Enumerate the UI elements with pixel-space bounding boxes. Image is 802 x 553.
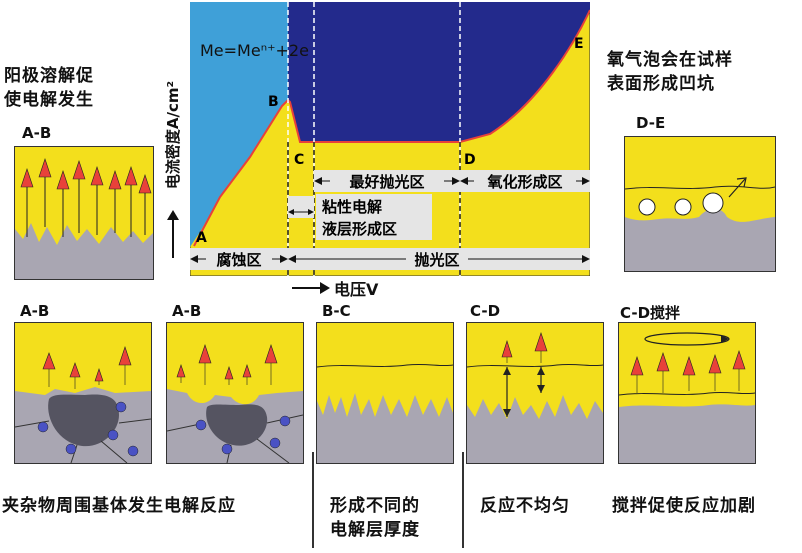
bottom-panel-2	[166, 322, 304, 464]
region-viscous-line1: 粘性电解	[322, 198, 382, 216]
caption-stirring: 搅拌促使反应加剧	[612, 496, 756, 516]
red-arrow-icons	[630, 350, 746, 393]
top-right-caption: 氧气泡会在试样 表面形成凹坑	[607, 48, 733, 96]
y-axis-label: 电流密度A/cm²	[164, 80, 182, 190]
panel-anodic-dissolution-drawing	[15, 158, 153, 279]
region-polish: 抛光区	[414, 251, 459, 269]
polish-right-arrow-icon	[582, 255, 590, 263]
oxide-right-arrow-icon	[582, 177, 590, 185]
region-oxide: 氧化形成区	[486, 173, 562, 191]
point-b-label: B	[268, 94, 279, 110]
y-axis-label-wrap: 电流密度A/cm²	[158, 20, 198, 270]
bottom-panel-1-label: A-B	[20, 302, 50, 320]
point-c-label: C	[294, 152, 304, 168]
top-left-caption: 阳极溶解促 使电解发生	[4, 64, 94, 112]
y-axis-arrow-icon	[167, 210, 179, 220]
caption-layer-thickness-line2: 电解层厚度	[330, 520, 420, 540]
corrosion-right-arrow-icon	[280, 255, 288, 263]
bottom-panel-4	[466, 322, 604, 464]
bottom-panel-4-label: C-D	[470, 302, 501, 320]
region-best-polish: 最好抛光区	[349, 173, 424, 191]
point-e-label: E	[574, 36, 584, 52]
top-right-panel-label: D-E	[636, 114, 666, 132]
bottom-panel-2-drawing	[167, 344, 303, 463]
bottom-panel-1-drawing	[15, 346, 151, 463]
polarization-chart: Me=Meⁿ⁺+2e A B C D E 最好抛光区 氧化形成区 粘性电解 液层…	[190, 2, 590, 276]
bottom-panel-1	[14, 322, 152, 464]
separator-1	[312, 452, 314, 548]
equation-label: Me=Meⁿ⁺+2e	[200, 41, 309, 60]
red-arrow-icons	[176, 344, 278, 385]
caption-uneven-reaction: 反应不均匀	[480, 496, 570, 516]
top-left-panel-label: A-B	[22, 124, 52, 142]
bottom-panel-3-drawing	[317, 363, 453, 463]
separator-2	[462, 452, 464, 548]
top-left-caption-line2: 使电解发生	[4, 90, 94, 110]
bottom-panel-4-drawing	[467, 332, 603, 463]
x-axis-arrow-shaft	[292, 287, 322, 289]
bottom-panel-5-label: C-D搅拌	[620, 304, 681, 322]
bottom-panel-3	[316, 322, 454, 464]
caption-inclusion-reaction: 夹杂物周围基体发生电解反应	[2, 496, 236, 516]
x-axis-label: 电压V	[334, 280, 379, 299]
panel-anodic-dissolution	[14, 146, 154, 280]
top-right-caption-line1: 氧气泡会在试样	[607, 50, 733, 70]
region-corrosion: 腐蚀区	[216, 251, 261, 269]
polish-left-arrow-icon	[288, 255, 296, 263]
top-left-caption-line1: 阳极溶解促	[4, 66, 94, 86]
x-axis-arrow-icon	[320, 282, 330, 294]
stir-arrow-icon	[721, 335, 729, 343]
best-polish-right-arrow-icon	[452, 177, 460, 185]
red-arrow-icons	[20, 158, 152, 237]
thickness-arrow-up-icon	[503, 367, 511, 375]
red-arrow-icons	[501, 332, 548, 363]
panel-oxygen-bubbles-drawing	[625, 177, 775, 271]
corrosion-left-arrow-icon	[190, 255, 198, 263]
point-d-label: D	[464, 152, 476, 168]
red-arrow-icons	[42, 346, 132, 389]
bottom-panel-5	[618, 322, 756, 464]
best-polish-left-arrow-icon	[314, 177, 322, 185]
viscous-left-arrow-icon	[288, 209, 294, 215]
bottom-panel-3-label: B-C	[322, 302, 351, 320]
caption-layer-thickness-line1: 形成不同的	[330, 496, 420, 516]
viscous-right-arrow-icon	[308, 209, 314, 215]
top-right-caption-line2: 表面形成凹坑	[607, 74, 715, 94]
panel-oxygen-bubbles	[624, 136, 776, 272]
thickness-arrow-down-icon	[503, 409, 511, 417]
bottom-panel-5-drawing	[619, 332, 755, 463]
point-a-label: A	[196, 230, 207, 246]
y-axis-arrow-shaft	[172, 218, 174, 258]
caption-layer-thickness: 形成不同的 电解层厚度	[330, 494, 420, 542]
bottom-panel-2-label: A-B	[172, 302, 202, 320]
oxide-left-arrow-icon	[460, 177, 468, 185]
region-viscous-line2: 液层形成区	[322, 220, 397, 238]
bubble-escape-arrow-icon	[736, 177, 747, 188]
